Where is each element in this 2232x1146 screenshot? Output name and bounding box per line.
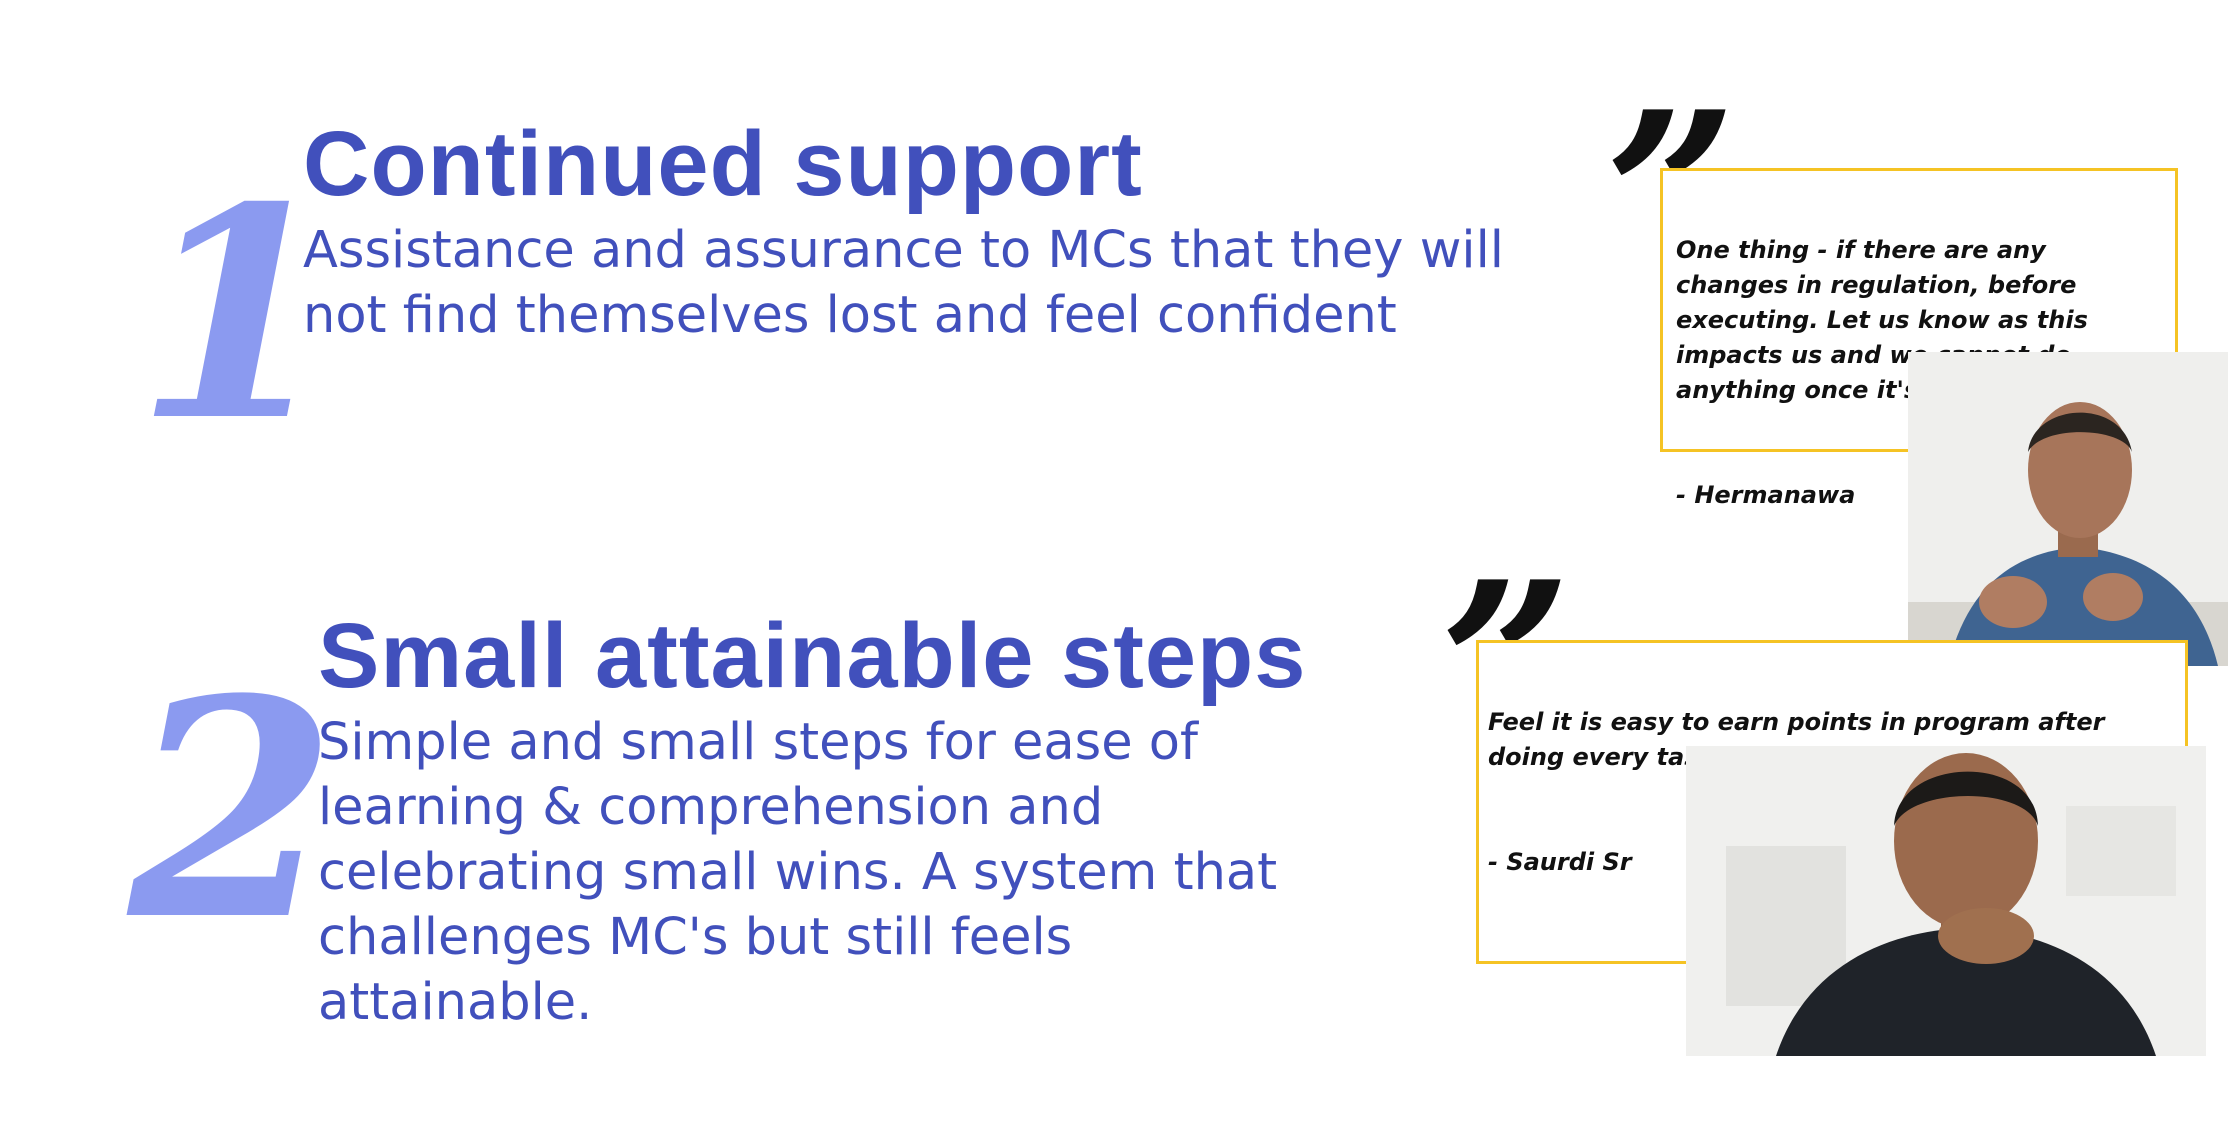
person-icon: [1908, 352, 2228, 666]
section-2-body: Simple and small steps for ease of learn…: [318, 713, 1278, 1032]
quote-2: Feel it is easy to earn points in progra…: [1488, 670, 2178, 880]
speaker-2-video: [1686, 746, 2206, 1056]
section-1-body: Assistance and assurance to MCs that the…: [303, 221, 1504, 345]
quote-1-author: - Hermanawa: [1676, 481, 1856, 509]
section-2-number: 2: [128, 633, 337, 986]
section-2-heading: Small attainable steps: [318, 605, 1307, 707]
speaker-1-video: [1908, 352, 2228, 666]
quote-2-author: - Saurdi Sr: [1488, 848, 1632, 876]
section-1-heading: Continued support: [303, 113, 1143, 215]
person-icon: [1686, 746, 2206, 1056]
quote-2-text: Feel it is easy to earn points in progra…: [1488, 708, 2105, 771]
section-1-number: 1: [135, 145, 337, 485]
